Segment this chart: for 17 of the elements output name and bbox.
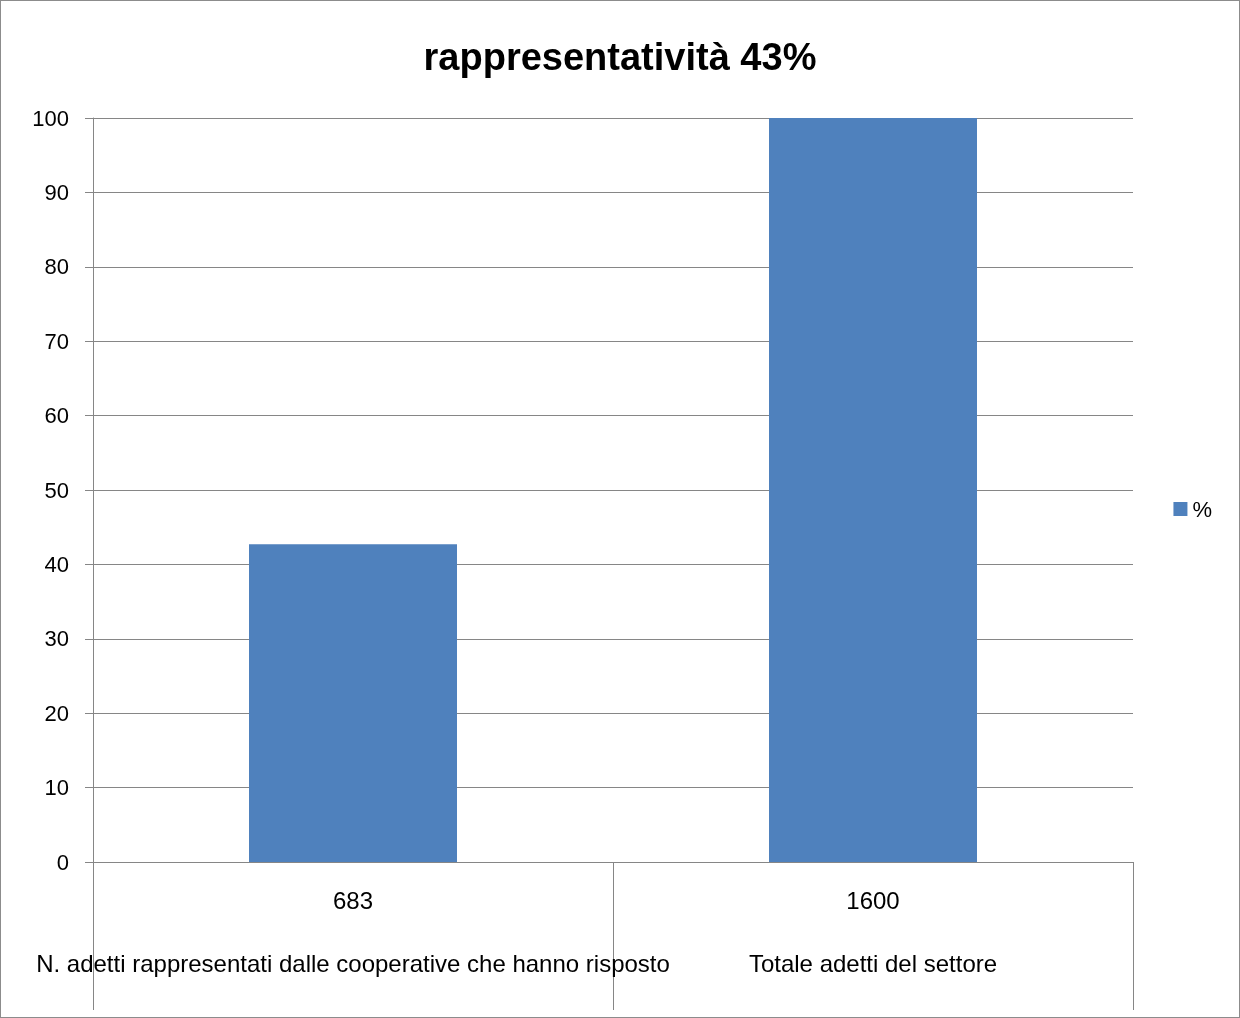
y-tick-label: 50: [44, 477, 69, 503]
y-tick-label: 20: [44, 700, 69, 726]
y-tick-label: 80: [44, 254, 69, 280]
chart-title: rappresentatività 43%: [423, 36, 817, 78]
y-tick-label: 100: [32, 105, 69, 131]
x-tick-label: N. adetti rappresentati dalle cooperative che hanno risposto: [36, 949, 670, 977]
y-tick-label: 0: [56, 849, 69, 875]
text: 683: [332, 886, 374, 914]
y-tick-label: 10: [44, 775, 69, 801]
y-tick-label: 70: [44, 328, 69, 354]
y-tick-label: 90: [44, 179, 69, 205]
text: 1600: [846, 886, 900, 914]
y-tick-label: 60: [44, 403, 69, 429]
y-tick-label: 40: [44, 551, 69, 577]
y-tick-label: 30: [44, 626, 69, 652]
x-tick-label: Totale adetti del settore: [748, 949, 998, 977]
legend-label: %: [1192, 496, 1212, 522]
